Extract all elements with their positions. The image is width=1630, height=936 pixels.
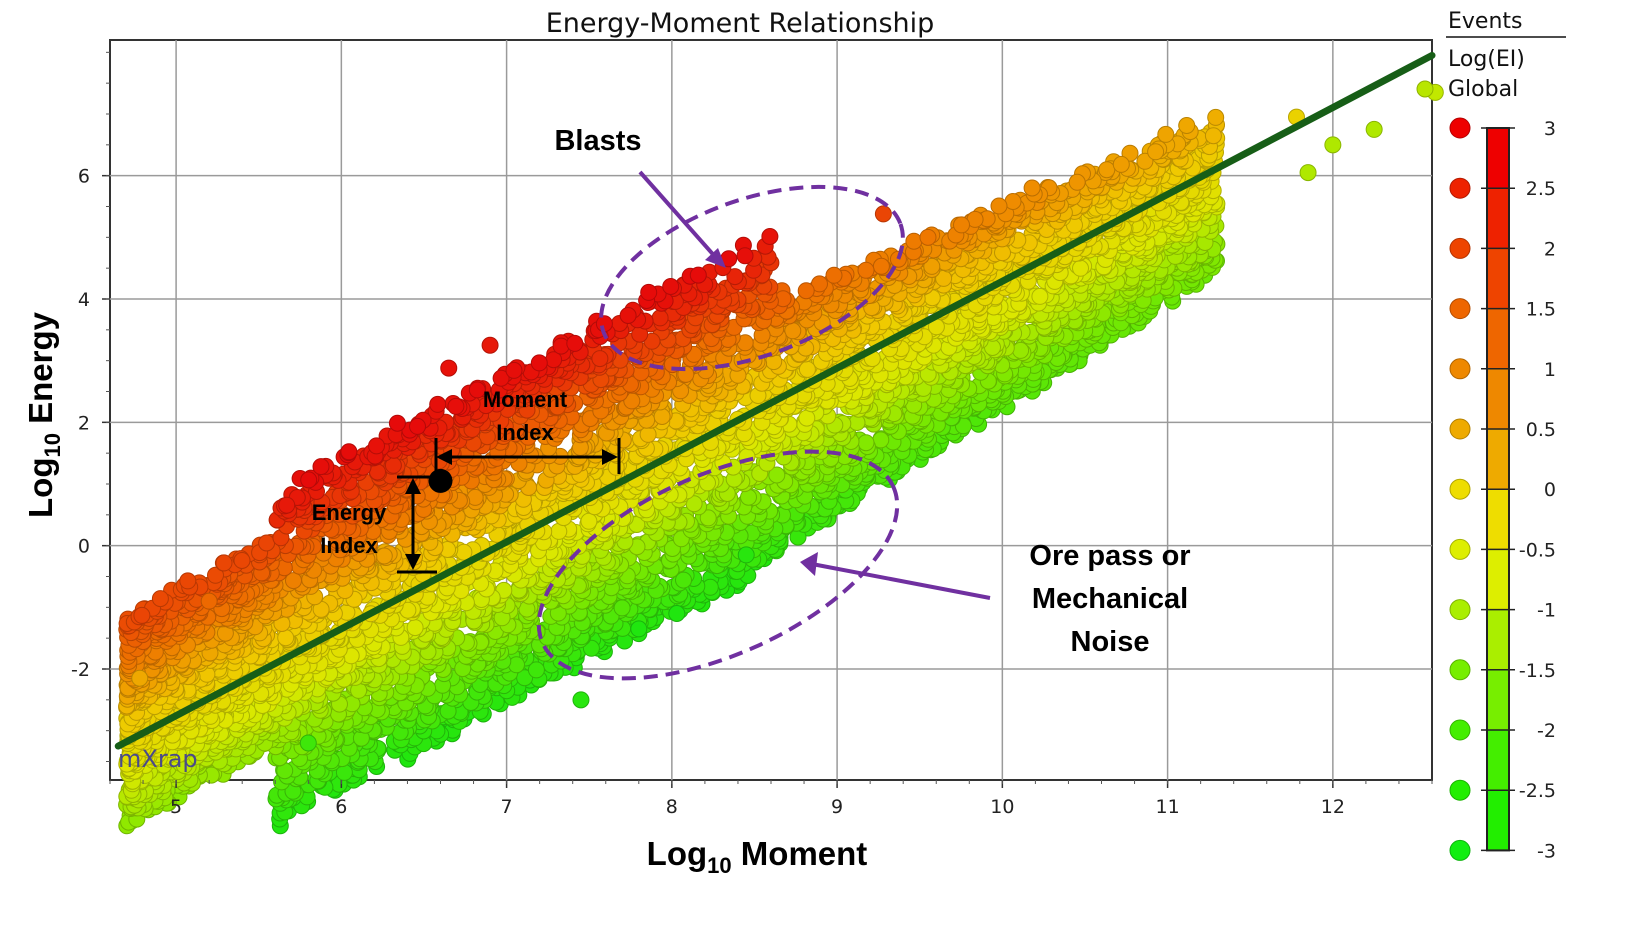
event-point: [580, 512, 598, 530]
data-points: [118, 83, 1444, 835]
event-point: [1178, 117, 1196, 134]
event-point: [1157, 125, 1175, 143]
event-point: [1031, 287, 1049, 305]
event-point: [1207, 108, 1225, 126]
event-point: [798, 409, 816, 427]
event-point: [1012, 341, 1030, 359]
event-point: [857, 434, 875, 452]
event-point: [1072, 259, 1089, 277]
event-point: [375, 547, 393, 565]
event-point: [1147, 143, 1165, 161]
event-point: [653, 408, 671, 425]
event-point: [675, 571, 692, 589]
event-point: [613, 599, 631, 617]
event-point: [527, 661, 545, 679]
event-point: [277, 629, 295, 647]
event-point: [1204, 127, 1222, 145]
event-point: [406, 619, 424, 637]
